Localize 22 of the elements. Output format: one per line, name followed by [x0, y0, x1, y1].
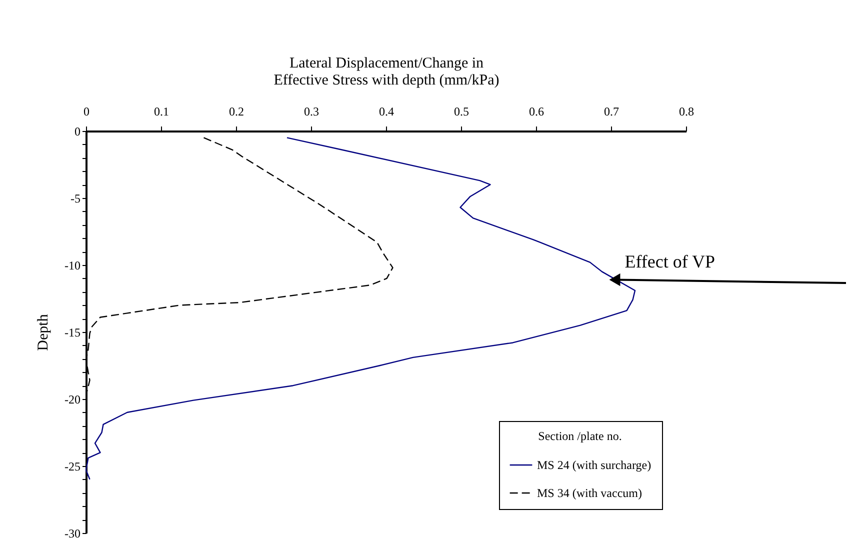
x-tick-label: 0.8 — [679, 104, 694, 118]
y-tick-label: -25 — [64, 460, 80, 474]
x-tick-label: 0.3 — [304, 104, 319, 118]
x-tick-label: 0.4 — [379, 104, 394, 118]
legend-title: Section /plate no. — [538, 429, 622, 443]
x-tick-label: 0 — [84, 104, 90, 118]
x-tick-label: 0.1 — [154, 104, 169, 118]
y-tick-label: -10 — [64, 258, 80, 272]
y-tick-label: -15 — [64, 326, 80, 340]
legend-label: MS 34 (with vaccum) — [537, 486, 642, 500]
x-tick-label: 0.5 — [454, 104, 469, 118]
x-tick-label: 0.2 — [229, 104, 244, 118]
y-tick-label: 0 — [74, 124, 80, 138]
annotation: Effect of VP — [624, 252, 716, 272]
y-tick-label: -20 — [64, 392, 80, 406]
y-tick-label: -5 — [70, 192, 80, 206]
y-tick-label: -30 — [64, 526, 80, 540]
legend-label: MS 24 (with surcharge) — [537, 458, 652, 472]
x-tick-label: 0.6 — [529, 104, 544, 118]
x-tick-label: 0.7 — [604, 104, 619, 118]
y-axis-title: Depth — [36, 314, 52, 351]
x-axis-title: Lateral Displacement/Change in Effective Stress with depth (mm/kPa) — [274, 56, 500, 88]
